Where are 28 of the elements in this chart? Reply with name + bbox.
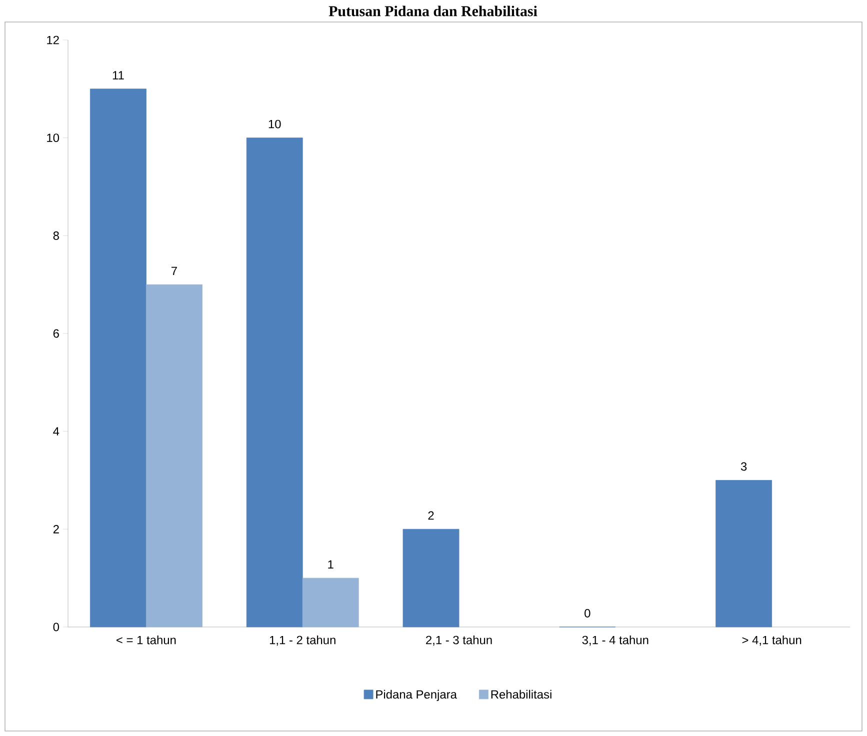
data-label: 0 xyxy=(584,609,590,618)
legend-label: Pidana Penjara xyxy=(376,690,457,702)
data-label: 11 xyxy=(112,71,124,80)
bar xyxy=(302,578,359,628)
data-label: 3 xyxy=(740,462,747,471)
x-tick-label: 3,1 - 4 tahun xyxy=(582,636,648,646)
x-tick-label: > 4,1 tahun xyxy=(742,636,802,646)
data-label: 2 xyxy=(428,511,434,520)
y-tick-label: 6 xyxy=(53,329,59,338)
data-label: 1 xyxy=(328,560,334,569)
legend-label: Rehabilitasi xyxy=(491,690,552,699)
data-label: 7 xyxy=(171,266,177,276)
y-tick-label: 4 xyxy=(53,427,60,436)
chart-title: Putusan Pidana dan Rehabilitasi xyxy=(328,6,538,16)
y-tick-label: 8 xyxy=(53,231,59,240)
x-tick-label: 2,1 - 3 tahun xyxy=(426,636,492,646)
bar xyxy=(146,284,202,628)
bar xyxy=(402,528,460,628)
bar xyxy=(716,480,772,628)
data-label: 10 xyxy=(268,120,281,128)
x-tick-label: < = 1 tahun xyxy=(116,636,176,644)
y-tick-label: 12 xyxy=(47,36,59,44)
x-tick-label: 1,1 - 2 tahun xyxy=(270,636,336,646)
bar xyxy=(90,88,146,628)
y-tick-label: 2 xyxy=(53,524,59,534)
y-tick-label: 0 xyxy=(53,622,60,632)
bar xyxy=(246,138,303,628)
y-tick-label: 10 xyxy=(47,134,60,142)
